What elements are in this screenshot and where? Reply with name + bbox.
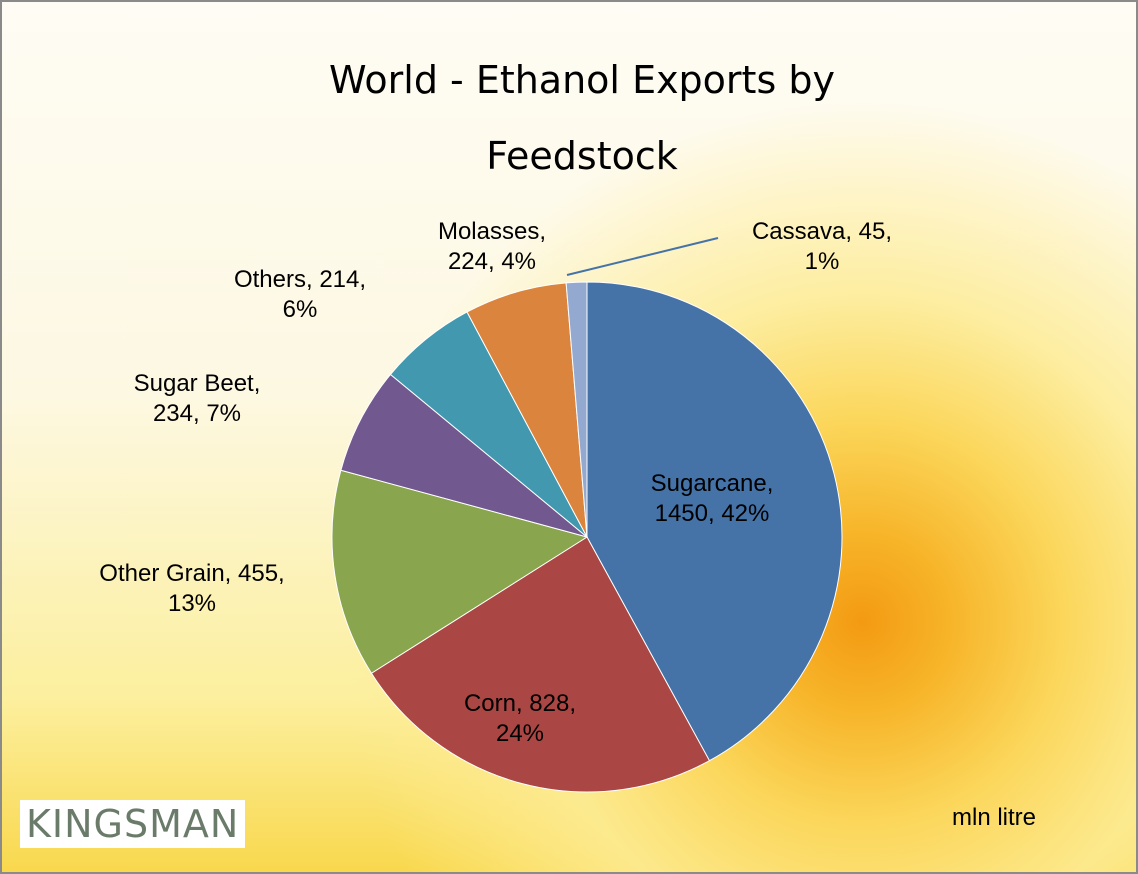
data-label: Sugarcane, 1450, 42% xyxy=(622,469,802,529)
data-label: Corn, 828, 24% xyxy=(445,689,595,749)
unit-note: mln litre xyxy=(952,804,1036,832)
logo: KINGSMAN xyxy=(20,800,245,848)
data-label: Sugar Beet, 234, 7% xyxy=(117,369,277,429)
data-label: Others, 214, 6% xyxy=(220,265,380,325)
leader-line xyxy=(567,238,718,275)
data-label: Molasses, 224, 4% xyxy=(417,217,567,277)
data-label: Other Grain, 455, 13% xyxy=(97,559,287,619)
data-label: Cassava, 45, 1% xyxy=(737,217,907,277)
slide: World - Ethanol Exports by Feedstock mln… xyxy=(0,0,1138,874)
chart-title: World - Ethanol Exports by Feedstock xyxy=(272,42,892,194)
